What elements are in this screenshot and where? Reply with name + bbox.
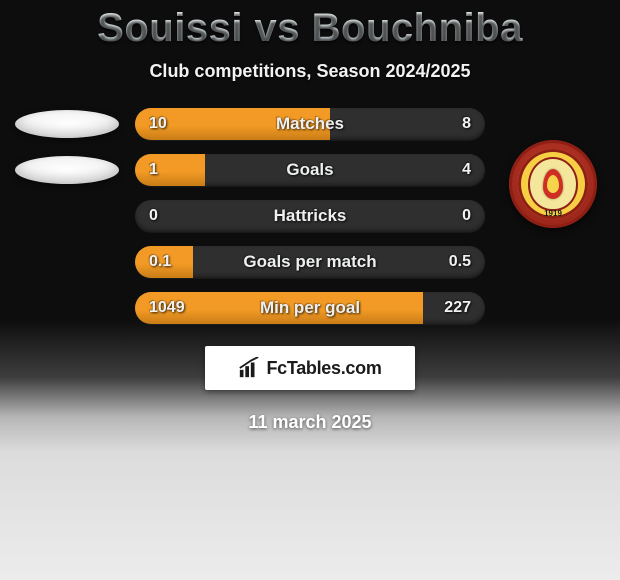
right-avatar-slot: [497, 292, 609, 324]
stat-row: 1 Goals 4 1919: [0, 154, 620, 186]
player-avatar-placeholder: [15, 110, 119, 138]
stat-right-value: 4: [462, 154, 471, 186]
stat-bar: 10 Matches 8: [135, 108, 485, 140]
stat-bar: 0 Hattricks 0: [135, 200, 485, 232]
date-label: 11 march 2025: [248, 412, 371, 433]
stat-right-value: 0: [462, 200, 471, 232]
right-avatar-slot: [497, 200, 609, 232]
stat-right-value: 227: [444, 292, 471, 324]
right-avatar-slot: [497, 246, 609, 278]
stat-label: Goals: [135, 154, 485, 186]
right-avatar-slot: [497, 108, 609, 140]
brand-badge: FcTables.com: [205, 346, 415, 390]
bar-chart-icon: [238, 357, 260, 379]
left-avatar-slot: [11, 292, 123, 324]
left-avatar-slot: [11, 246, 123, 278]
stat-row: 0 Hattricks 0: [0, 200, 620, 232]
stat-row: 1049 Min per goal 227: [0, 292, 620, 324]
left-avatar-slot: [11, 154, 123, 186]
stat-label: Hattricks: [135, 200, 485, 232]
stat-bar: 1 Goals 4: [135, 154, 485, 186]
stat-right-value: 8: [462, 108, 471, 140]
stat-label: Matches: [135, 108, 485, 140]
subtitle: Club competitions, Season 2024/2025: [149, 61, 470, 82]
page-title: Souissi vs Bouchniba: [97, 6, 523, 51]
stat-bar: 0.1 Goals per match 0.5: [135, 246, 485, 278]
right-avatar-slot: 1919: [497, 154, 609, 186]
stat-label: Min per goal: [135, 292, 485, 324]
stat-label: Goals per match: [135, 246, 485, 278]
stat-bar: 1049 Min per goal 227: [135, 292, 485, 324]
brand-text: FcTables.com: [266, 358, 381, 379]
left-avatar-slot: [11, 108, 123, 140]
player-avatar-placeholder: [15, 156, 119, 184]
stat-row: 10 Matches 8: [0, 108, 620, 140]
left-avatar-slot: [11, 200, 123, 232]
stat-right-value: 0.5: [449, 246, 471, 278]
stat-row: 0.1 Goals per match 0.5: [0, 246, 620, 278]
